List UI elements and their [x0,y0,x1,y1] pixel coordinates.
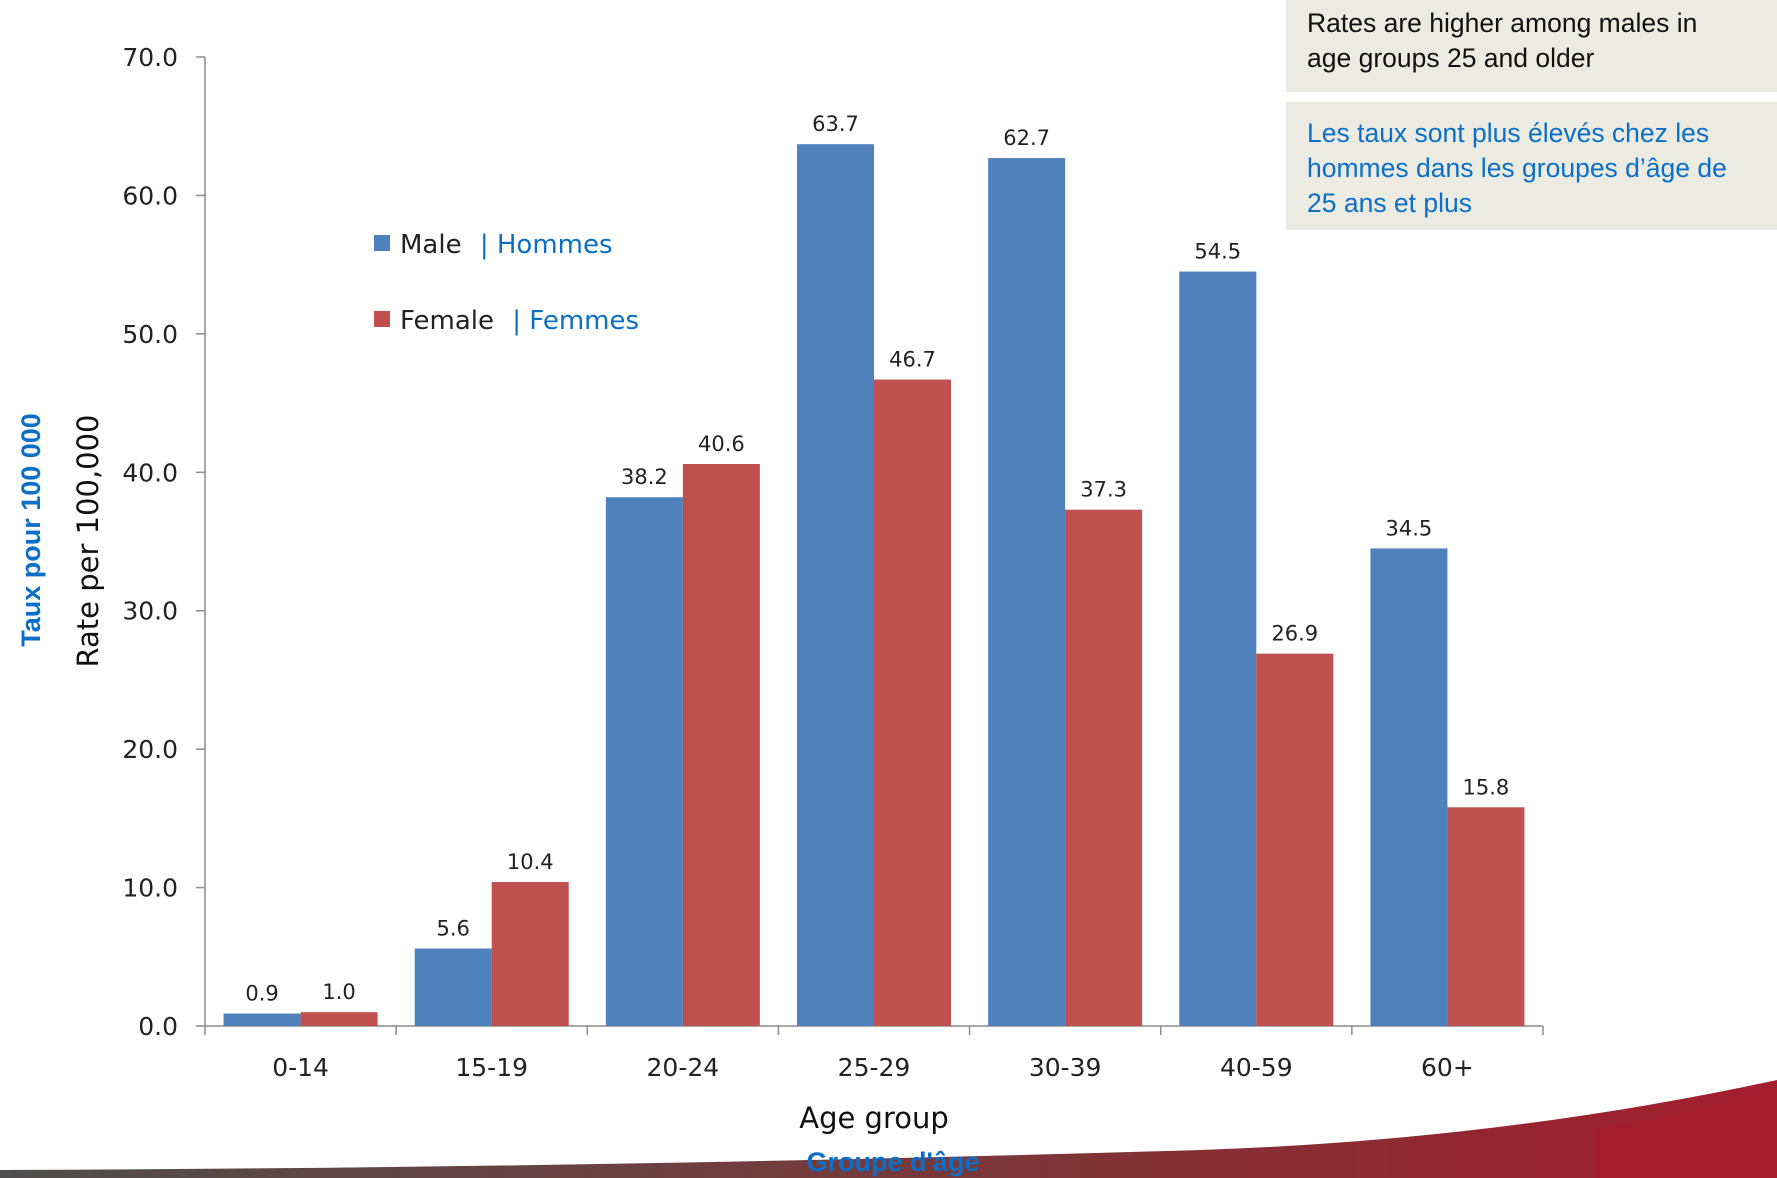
legend-male-swatch [374,235,390,251]
bar-female-60+ [1447,807,1525,1026]
bar-female-25-29 [874,379,951,1026]
bars: 0.9 1.0 5.6 10.4 38.2 40.6 63.7 46.7 62.7 37.3 54.… [223,112,1525,1027]
decorative-swoosh [0,1080,1777,1178]
y-tick-label: 0.0 [138,1012,178,1041]
bar-male-20-24 [605,497,683,1026]
bar-male-15-19 [414,948,492,1026]
data-label-male-40-59: 54.5 [1194,240,1241,264]
legend-female-swatch [374,311,390,327]
x-tick-label: 40-59 [1220,1053,1293,1082]
data-label-female-0-14: 1.0 [322,980,355,1004]
y-tick-label: 50.0 [122,320,178,349]
data-label-female-15-19: 10.4 [507,850,554,874]
data-label-male-20-24: 38.2 [621,465,668,489]
x-tick-label: 60+ [1421,1053,1474,1082]
y-tick-label: 30.0 [122,597,178,626]
y-tick-label: 60.0 [122,181,178,210]
x-tick-label: 15-19 [455,1053,528,1082]
x-ticks: 0-14 15-19 20-24 25-29 30-39 40-59 60+ [204,1026,1544,1082]
bar-female-20-24 [682,463,760,1027]
x-tick-label: 30-39 [1029,1053,1102,1082]
data-label-male-0-14: 0.9 [245,982,278,1006]
legend-male-fr: | Hommes [480,230,613,260]
y-axis-title-fr: Taux pour 100 000 [16,413,46,647]
data-label-male-30-39: 62.7 [1003,126,1050,150]
decorative-swoosh-accent [1595,1090,1777,1178]
legend-female-fr: | Femmes [512,306,639,336]
x-tick-label: 0-14 [272,1053,329,1082]
legend-female-en: Female [400,306,494,336]
x-tick-label: 25-29 [838,1053,911,1082]
y-tick-label: 40.0 [122,458,178,487]
x-axis-title: Age group [799,1101,949,1135]
legend-female-label: Female | Femmes [400,306,639,336]
bar-female-0-14 [300,1012,378,1026]
y-ticks: 0.0 10.0 20.0 30.0 40.0 50.0 60.0 70.0 [122,43,205,1041]
callout-english: Rates are higher among males in age grou… [1286,0,1777,92]
bar-male-30-39 [988,158,1066,1026]
legend-male-en: Male [400,230,462,260]
bar-male-25-29 [797,144,874,1026]
data-label-male-15-19: 5.6 [437,916,470,940]
data-label-female-25-29: 46.7 [889,348,936,372]
data-label-male-25-29: 63.7 [812,112,859,136]
data-label-female-60+: 15.8 [1463,775,1510,799]
y-axis-title: Rate per 100,000 [71,414,105,667]
legend-male-label: Male | Hommes [400,230,613,260]
data-label-female-30-39: 37.3 [1080,478,1127,502]
bar-female-30-39 [1065,509,1143,1026]
callout-french: Les taux sont plus élevés chez les homme… [1286,102,1777,230]
y-tick-label: 20.0 [122,735,178,764]
y-tick-label: 10.0 [122,874,178,903]
bar-female-15-19 [491,882,569,1026]
bar-male-40-59 [1179,271,1257,1026]
bar-male-60+ [1370,548,1448,1026]
data-label-female-40-59: 26.9 [1271,622,1318,646]
bar-male-0-14 [223,1013,301,1026]
x-axis-title-fr: Groupe d'âge [807,1147,980,1177]
x-tick-label: 20-24 [647,1053,720,1082]
y-tick-label: 70.0 [122,43,178,72]
data-label-female-20-24: 40.6 [698,432,745,456]
bar-female-40-59 [1256,653,1334,1026]
legend: Male | Hommes Female | Femmes [374,230,639,336]
data-label-male-60+: 34.5 [1386,516,1433,540]
